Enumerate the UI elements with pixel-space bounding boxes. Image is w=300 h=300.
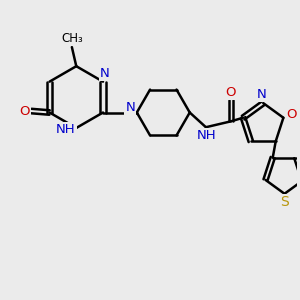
- Text: O: O: [20, 104, 30, 118]
- Text: NH: NH: [56, 123, 76, 136]
- Text: N: N: [257, 88, 267, 101]
- Text: O: O: [226, 86, 236, 99]
- Text: NH: NH: [197, 129, 216, 142]
- Text: N: N: [100, 67, 110, 80]
- Text: N: N: [125, 101, 135, 114]
- Text: CH₃: CH₃: [61, 32, 83, 45]
- Text: O: O: [286, 108, 297, 121]
- Text: S: S: [280, 195, 289, 209]
